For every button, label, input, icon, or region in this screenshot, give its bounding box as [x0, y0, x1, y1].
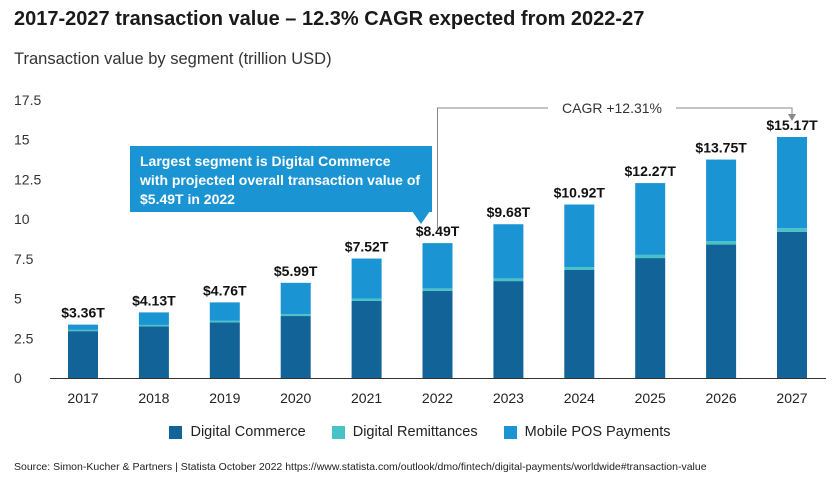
bar-segment-digital-commerce [209, 322, 240, 378]
legend-label: Digital Commerce [190, 424, 306, 440]
legend-item: Digital Commerce [169, 424, 306, 440]
x-tick-label: 2021 [351, 390, 382, 406]
bar-segment-digital-commerce [280, 316, 311, 378]
legend-item: Digital Remittances [331, 424, 478, 440]
bar-segment-digital-remittances [138, 324, 169, 327]
bar-segment-mobile-pos-payments [635, 183, 666, 255]
bar-segment-digital-remittances [493, 278, 524, 282]
y-tick-label: 0 [14, 370, 22, 386]
legend-swatch [331, 425, 345, 439]
bar-segment-digital-commerce [351, 300, 382, 378]
bar-segment-mobile-pos-payments [777, 137, 807, 229]
bar-segment-digital-remittances [635, 254, 666, 259]
x-tick-label: 2020 [280, 390, 311, 406]
legend-swatch [169, 425, 183, 439]
x-tick-label: 2025 [635, 390, 666, 406]
bar-segment-digital-remittances [706, 241, 737, 245]
bar-segment-digital-remittances [422, 288, 453, 291]
source-note: Source: Simon-Kucher & Partners | Statis… [14, 461, 707, 473]
chart-title: 2017-2027 transaction value – 12.3% CAGR… [14, 8, 645, 30]
bar-segment-digital-remittances [351, 298, 382, 301]
bar-segment-mobile-pos-payments [68, 324, 98, 330]
x-tick-label: 2017 [67, 390, 98, 406]
bar-total-label: $7.52T [345, 239, 389, 255]
bar-total-label: $15.17T [766, 117, 818, 133]
bar-segment-digital-remittances [564, 267, 595, 270]
bar-segment-mobile-pos-payments [351, 258, 382, 299]
bar-segment-mobile-pos-payments [422, 243, 453, 289]
stacked-bar-chart: 0 2.5 5 7.5 10 12.5 15 17.5 $3.36T 2017 $4.13T 2018… [14, 92, 826, 406]
y-tick-label: 2.5 [14, 330, 34, 346]
x-tick-label: 2023 [493, 390, 524, 406]
chart-subtitle: Transaction value by segment (trillion U… [14, 50, 332, 68]
bar-segment-mobile-pos-payments [493, 224, 524, 279]
bar-segment-mobile-pos-payments [138, 312, 169, 325]
bar-total-label: $4.76T [203, 282, 247, 298]
bar-segment-digital-commerce [422, 290, 453, 378]
x-tick-label: 2019 [209, 390, 240, 406]
x-tick-label: 2027 [776, 390, 807, 406]
bar-total-label: $4.13T [132, 292, 176, 308]
legend-swatch [503, 425, 517, 439]
bar-total-label: $8.49T [416, 223, 460, 239]
bar-segment-digital-commerce [493, 281, 524, 378]
bar-segment-digital-remittances [280, 314, 311, 317]
x-tick-label: 2018 [138, 390, 169, 406]
bar-total-label: $5.99T [274, 263, 318, 279]
cagr-arrowhead [788, 114, 796, 121]
legend: Digital Commerce Digital Remittances Mobil… [0, 424, 840, 440]
y-tick-label: 15 [14, 132, 30, 148]
legend-label: Mobile POS Payments [524, 424, 671, 440]
x-tick-label: 2026 [706, 390, 737, 406]
bar-total-label: $12.27T [625, 163, 677, 179]
y-tick-label: 12.5 [14, 171, 41, 187]
bar-total-label: $9.68T [487, 204, 531, 220]
bar-segment-mobile-pos-payments [209, 302, 240, 321]
x-tick-label: 2022 [422, 390, 453, 406]
callout-pointer [412, 211, 430, 224]
legend-item: Mobile POS Payments [503, 424, 671, 440]
bar-total-label: $10.92T [554, 185, 606, 201]
bar-segment-mobile-pos-payments [280, 282, 311, 315]
y-tick-label: 5 [14, 291, 22, 307]
bar-segment-digital-remittances [68, 329, 98, 332]
bar-total-label: $3.36T [61, 305, 105, 321]
bar-segment-digital-commerce [138, 326, 169, 378]
y-tick-label: 10 [14, 211, 30, 227]
bar-segment-mobile-pos-payments [564, 204, 595, 268]
bar-segment-digital-commerce [777, 231, 807, 378]
bar-segment-digital-commerce [564, 269, 595, 378]
bar-segment-digital-remittances [777, 228, 807, 232]
y-tick-label: 7.5 [14, 251, 34, 267]
bar-segment-digital-commerce [635, 258, 666, 378]
callout-box: Largest segment is Digital Commerce with… [130, 146, 432, 212]
y-tick-label: 17.5 [14, 92, 41, 108]
bar-segment-digital-commerce [68, 331, 98, 378]
legend-label: Digital Remittances [352, 424, 478, 440]
bar-segment-digital-commerce [706, 244, 737, 378]
cagr-label: CAGR +12.31% [548, 100, 676, 116]
bar-total-label: $13.75T [695, 140, 747, 156]
bar-segment-mobile-pos-payments [706, 159, 737, 242]
x-tick-label: 2024 [564, 390, 595, 406]
bar-segment-digital-remittances [209, 320, 240, 323]
